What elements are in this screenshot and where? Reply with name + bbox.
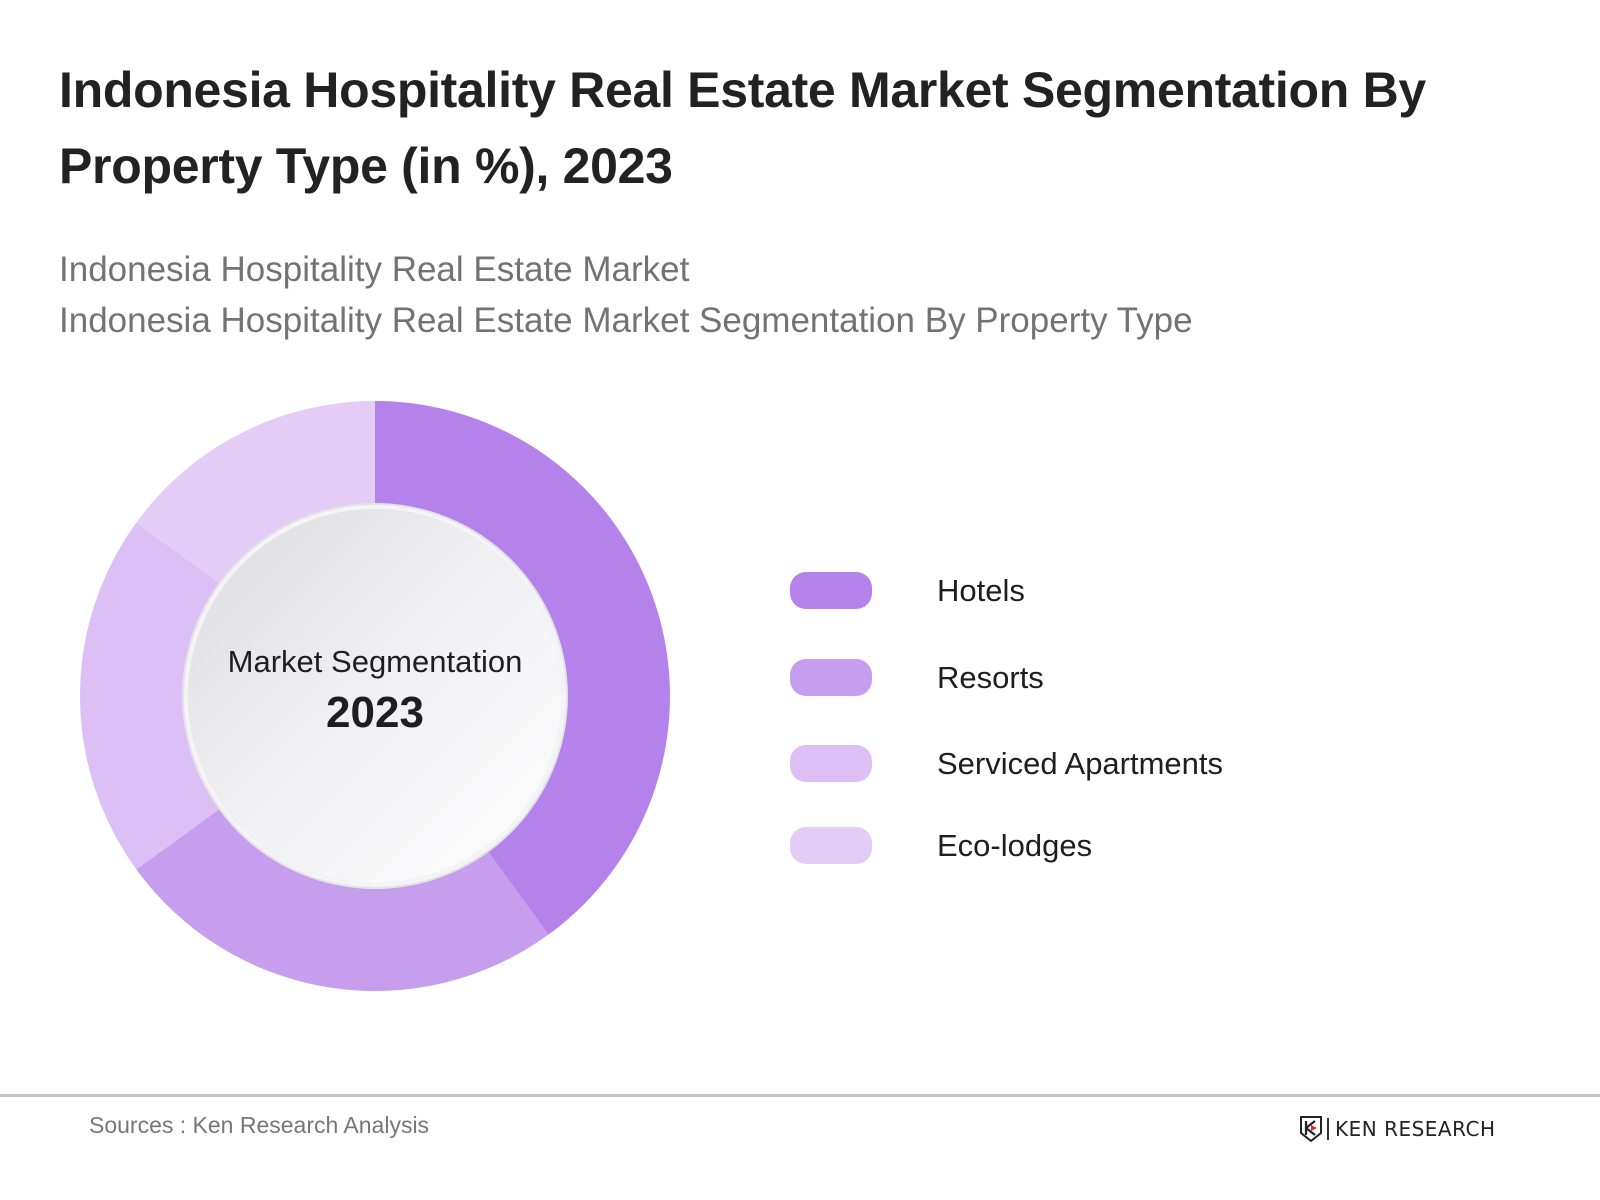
legend-swatch	[790, 745, 872, 782]
donut-segment-eco-lodges	[136, 401, 375, 591]
chart-title: Indonesia Hospitality Real Estate Market…	[59, 52, 1539, 204]
legend-label: Serviced Apartments	[937, 745, 1224, 781]
donut-segment-hotels	[375, 401, 670, 935]
subtitle-line2: Indonesia Hospitality Real Estate Market…	[59, 301, 1193, 340]
donut-segment-serviced-apartments	[79, 522, 230, 870]
legend-label: Hotels	[937, 572, 1025, 608]
legend-item-resorts: Resorts	[790, 659, 1044, 696]
subtitle-line1: Indonesia Hospitality Real Estate Market	[59, 250, 690, 289]
donut-center-year: 2023	[326, 688, 424, 737]
donut-segment-resorts	[136, 801, 549, 991]
legend-label: Resorts	[937, 659, 1044, 695]
ken-research-logo: KEN RESEARCH	[1300, 1115, 1496, 1143]
chart-title-line2: Property Type (in %), 2023	[59, 138, 673, 194]
logo-text: KEN RESEARCH	[1335, 1117, 1496, 1141]
chart-subtitle: Indonesia Hospitality Real Estate Market…	[59, 244, 1193, 346]
legend-swatch	[790, 659, 872, 696]
logo-separator	[1327, 1118, 1329, 1140]
donut-center-label: Market Segmentation	[227, 644, 523, 679]
legend-label: Eco-lodges	[937, 827, 1093, 863]
legend-swatch	[790, 827, 872, 864]
donut-chart: Market Segmentation 2023	[78, 399, 672, 993]
legend-item-hotels: Hotels	[790, 572, 1025, 609]
footer-divider	[0, 1094, 1600, 1097]
chart-title-line1: Indonesia Hospitality Real Estate Market…	[59, 62, 1426, 118]
legend-swatch	[790, 572, 872, 609]
shield-k-icon	[1300, 1116, 1322, 1142]
donut-center: Market Segmentation 2023	[188, 509, 562, 883]
donut-segments	[79, 401, 670, 991]
legend-item-serviced-apartments: Serviced Apartments	[790, 745, 1223, 782]
legend-item-eco-lodges: Eco-lodges	[790, 827, 1092, 864]
source-note: Sources : Ken Research Analysis	[89, 1112, 430, 1138]
